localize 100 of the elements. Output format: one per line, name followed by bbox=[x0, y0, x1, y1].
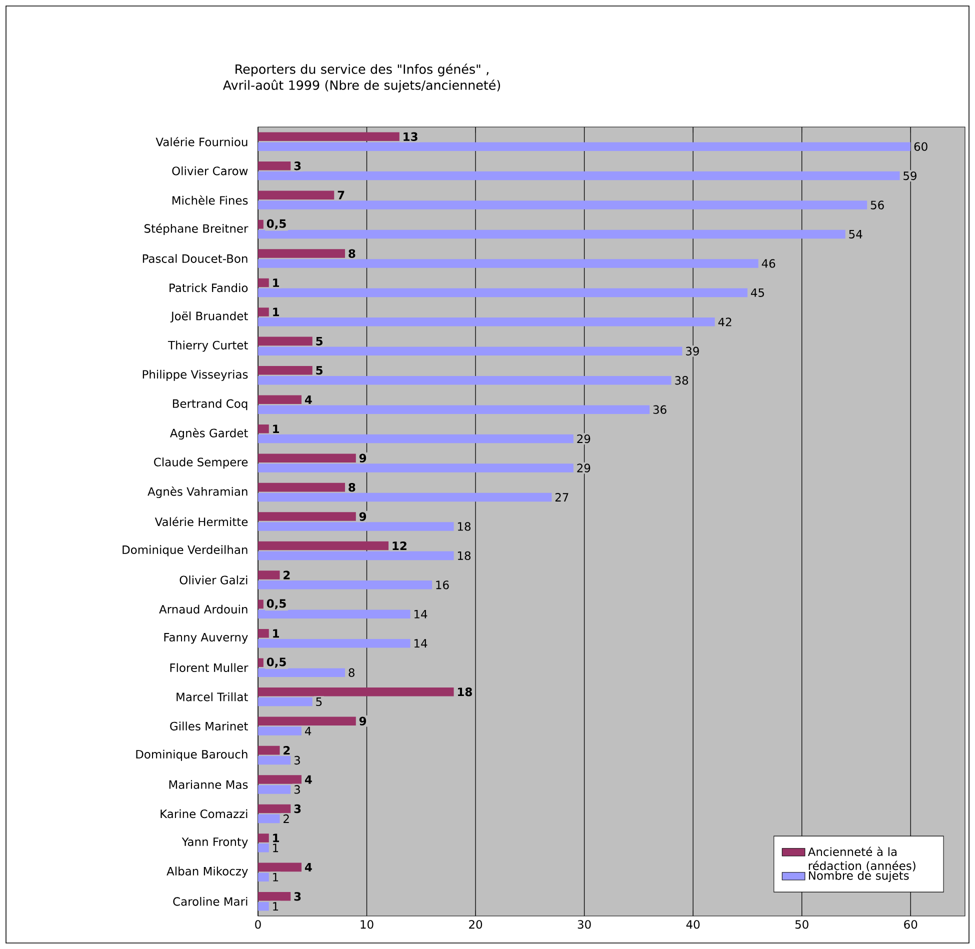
data-label: 18 bbox=[458, 551, 471, 560]
x-tick-label: 10 bbox=[360, 920, 374, 929]
y-tick-label: Olivier Carow bbox=[172, 166, 248, 176]
data-label: 2 bbox=[284, 570, 290, 580]
bar bbox=[258, 726, 302, 736]
data-label: 8 bbox=[348, 249, 356, 258]
data-label: 5 bbox=[316, 336, 322, 346]
bar bbox=[258, 892, 291, 901]
bar bbox=[258, 171, 900, 180]
bar bbox=[258, 872, 269, 882]
y-tick-label: Valérie Fourniou bbox=[156, 136, 248, 146]
bar bbox=[258, 746, 280, 755]
bar bbox=[258, 308, 269, 316]
bar bbox=[258, 482, 346, 492]
bar bbox=[258, 376, 672, 385]
bar bbox=[258, 716, 356, 726]
data-label: 5 bbox=[316, 698, 322, 706]
bar bbox=[258, 464, 574, 472]
data-label: 0,5 bbox=[266, 599, 286, 610]
data-label: 2 bbox=[284, 746, 290, 755]
data-label: 54 bbox=[849, 230, 862, 239]
x-tick-label: 0 bbox=[255, 920, 261, 929]
bar bbox=[258, 288, 748, 298]
data-label: 7 bbox=[338, 190, 344, 200]
data-label: 29 bbox=[577, 464, 590, 472]
bar bbox=[258, 405, 650, 414]
y-tick-label: Stéphane Breitner bbox=[144, 224, 248, 236]
bar bbox=[258, 230, 846, 239]
bar bbox=[258, 756, 291, 765]
y-tick-label: Caroline Mari bbox=[173, 896, 248, 906]
data-label: 2 bbox=[284, 814, 289, 823]
y-tick-label: Yann Fronty bbox=[182, 838, 248, 848]
data-label: 1 bbox=[273, 872, 278, 882]
bar bbox=[258, 249, 346, 258]
data-label: 56 bbox=[870, 200, 884, 210]
x-tick-label: 50 bbox=[795, 920, 808, 929]
data-label: 1 bbox=[273, 308, 280, 316]
y-tick-label: Agnès Gardet bbox=[170, 428, 248, 440]
bar bbox=[258, 318, 715, 326]
data-label: 9 bbox=[359, 454, 366, 462]
data-label: 4 bbox=[305, 726, 312, 736]
bar bbox=[258, 200, 868, 210]
data-label: 3 bbox=[294, 756, 300, 765]
data-label: 18 bbox=[458, 522, 471, 531]
bar bbox=[258, 570, 280, 580]
bar bbox=[258, 512, 356, 521]
bar bbox=[258, 844, 269, 852]
data-label: 8 bbox=[348, 482, 356, 492]
data-label: 36 bbox=[653, 405, 666, 414]
bar bbox=[258, 697, 312, 706]
y-tick-label: Claude Sempere bbox=[154, 458, 248, 469]
bar bbox=[258, 161, 291, 170]
x-tick-label: 30 bbox=[578, 920, 591, 929]
bar bbox=[258, 190, 334, 200]
data-label: 29 bbox=[577, 434, 590, 444]
data-label: 5 bbox=[316, 366, 322, 375]
bar bbox=[258, 142, 911, 151]
bar bbox=[258, 424, 269, 434]
y-tick-label: Dominique Barouch bbox=[136, 750, 248, 761]
data-label: 12 bbox=[392, 541, 406, 550]
data-label: 3 bbox=[294, 804, 301, 814]
data-label: 4 bbox=[304, 395, 312, 404]
bar bbox=[258, 522, 454, 531]
bar bbox=[258, 902, 269, 911]
data-label: 59 bbox=[904, 171, 916, 180]
data-label: 1 bbox=[273, 629, 280, 638]
y-tick-label: Karine Comazzi bbox=[160, 809, 248, 818]
data-label: 14 bbox=[414, 639, 428, 648]
bar bbox=[258, 336, 312, 346]
bar bbox=[258, 492, 552, 502]
bar bbox=[258, 638, 410, 648]
y-tick-label: Joël Bruandet bbox=[170, 311, 248, 322]
bar bbox=[258, 259, 758, 268]
y-tick-label: Marianne Mas bbox=[169, 780, 248, 789]
bar bbox=[258, 668, 346, 677]
data-label: 27 bbox=[555, 492, 568, 502]
data-label: 9 bbox=[359, 716, 366, 726]
y-tick-label: Olivier Galzi bbox=[180, 576, 248, 584]
data-label: 3 bbox=[294, 785, 300, 794]
y-tick-label: Valérie Hermitte bbox=[154, 516, 248, 526]
y-tick-label: Patrick Fandio bbox=[170, 283, 248, 292]
bar bbox=[258, 454, 356, 462]
bar bbox=[258, 395, 302, 404]
y-tick-label: Alban Mikoczy bbox=[166, 866, 248, 878]
data-label: 45 bbox=[750, 288, 764, 297]
y-tick-label: Arnaud Ardouin bbox=[159, 604, 248, 614]
bar bbox=[258, 785, 291, 794]
y-tick-label: Bertrand Coq bbox=[172, 399, 248, 410]
data-label: 1 bbox=[273, 834, 280, 842]
data-label: 60 bbox=[914, 142, 928, 151]
bar bbox=[258, 434, 574, 444]
data-label: 38 bbox=[675, 376, 688, 385]
data-label: 1 bbox=[273, 278, 280, 287]
data-label: 1 bbox=[273, 844, 278, 852]
data-label: 3 bbox=[294, 162, 301, 170]
y-tick-label: Florent Muller bbox=[170, 663, 248, 672]
chart-title: Reporters du service des "Infos génés" , Avril-août 1999 (Nbre de sujets/ancienneté) bbox=[222, 64, 500, 92]
bar bbox=[258, 580, 432, 590]
y-tick-label: Dominique Verdeilhan bbox=[122, 545, 248, 556]
data-label: 14 bbox=[414, 610, 428, 618]
